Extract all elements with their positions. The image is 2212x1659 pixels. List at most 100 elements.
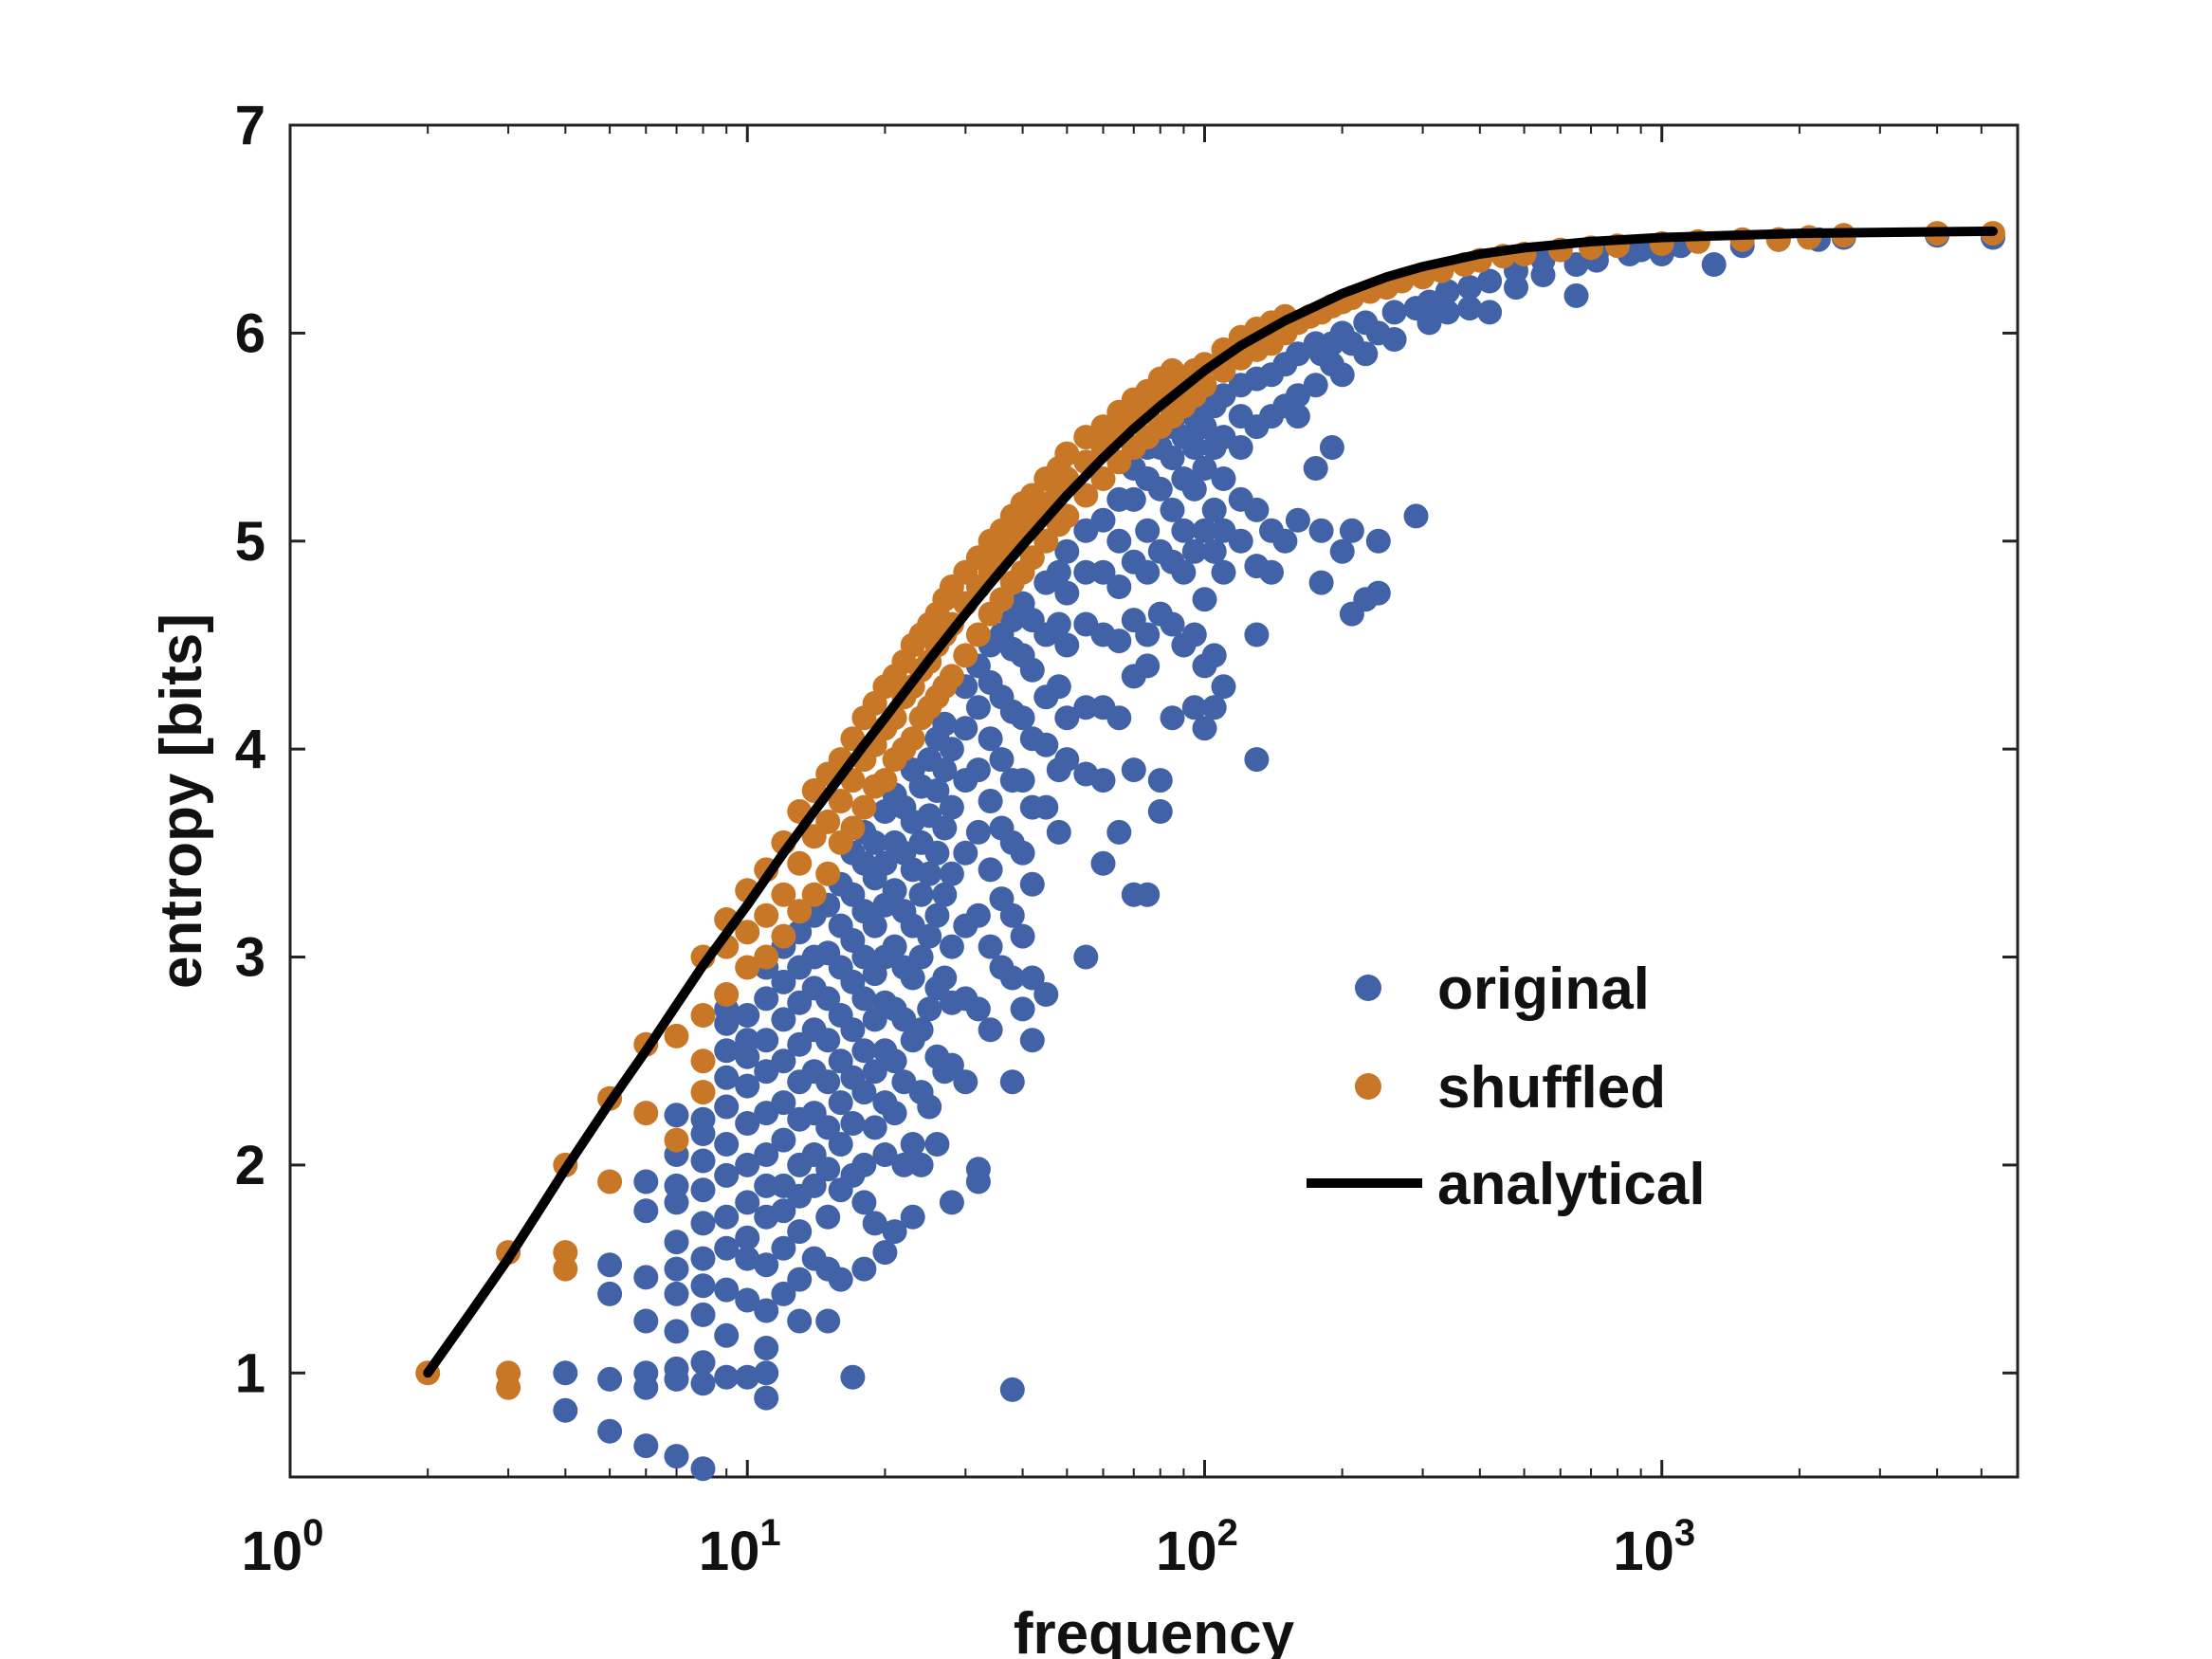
original-point	[1033, 982, 1058, 1007]
shuffled-point	[966, 623, 991, 647]
original-point	[940, 862, 964, 886]
original-point	[665, 1444, 689, 1468]
original-point	[829, 1267, 853, 1292]
original-point	[633, 1170, 658, 1194]
original-point	[978, 935, 1003, 959]
original-point	[754, 1028, 778, 1052]
original-point	[633, 1433, 658, 1458]
original-point	[1148, 768, 1173, 793]
original-point	[1171, 560, 1196, 585]
original-point	[1244, 747, 1269, 772]
original-point	[754, 1336, 778, 1360]
legend-label-original: original	[1437, 957, 1650, 1022]
original-point	[901, 1205, 925, 1230]
original-point	[665, 1103, 689, 1127]
original-point	[1477, 300, 1502, 324]
original-point	[1000, 1069, 1025, 1094]
original-point	[990, 747, 1015, 772]
original-point	[883, 1101, 907, 1125]
original-point	[1382, 300, 1407, 324]
original-point	[1702, 252, 1727, 277]
original-point	[1148, 477, 1173, 501]
shuffled-point	[771, 924, 795, 949]
original-point	[714, 1095, 739, 1120]
y-tick-label: 4	[235, 719, 265, 780]
original-point	[1148, 799, 1173, 824]
original-point	[909, 1153, 934, 1177]
original-point	[1054, 581, 1079, 606]
original-point	[754, 1386, 778, 1411]
x-tick-label-exponent: 0	[302, 1512, 323, 1554]
original-point	[978, 857, 1003, 882]
shuffled-point	[597, 1170, 622, 1194]
original-point	[735, 1226, 759, 1250]
original-point	[633, 1360, 658, 1385]
original-point	[1229, 529, 1253, 554]
shuffled-point	[754, 945, 778, 970]
y-tick-label: 1	[235, 1342, 265, 1404]
original-point	[1135, 653, 1160, 678]
original-point	[597, 1419, 622, 1444]
y-tick-label: 6	[235, 302, 265, 364]
original-point	[978, 1017, 1003, 1042]
original-point	[714, 1205, 739, 1230]
original-point	[1106, 629, 1131, 653]
original-point	[966, 996, 991, 1021]
original-point	[953, 716, 978, 740]
original-point	[1091, 508, 1116, 533]
original-point	[771, 1128, 795, 1153]
original-point	[815, 1069, 840, 1094]
original-point	[1054, 539, 1079, 564]
original-point	[1161, 498, 1185, 522]
x-tick-label-base: 10	[242, 1521, 303, 1582]
original-point	[840, 1111, 865, 1136]
legend-marker-original	[1355, 975, 1381, 1001]
x-tick-label-exponent: 2	[1217, 1512, 1238, 1554]
original-point	[1011, 924, 1035, 949]
original-point	[1000, 1377, 1025, 1402]
shuffled-point	[851, 795, 876, 820]
original-point	[714, 1163, 739, 1188]
original-point	[966, 903, 991, 928]
original-point	[714, 1132, 739, 1157]
shuffled-point	[553, 1240, 577, 1265]
original-point	[1193, 587, 1217, 611]
original-point	[787, 1219, 812, 1244]
original-point	[1106, 529, 1131, 554]
original-point	[829, 1132, 853, 1157]
original-point	[1382, 327, 1407, 352]
entropy-frequency-chart: 1234567100 101 102 103 frequency entropy [b…	[0, 0, 2212, 1659]
original-point	[1330, 362, 1355, 387]
original-point	[1212, 466, 1236, 491]
original-point	[1047, 820, 1071, 845]
original-point	[1182, 623, 1207, 647]
original-point	[1340, 519, 1364, 543]
y-tick-label: 5	[235, 511, 265, 573]
original-point	[714, 1278, 739, 1303]
original-point	[1011, 841, 1035, 866]
original-point	[665, 1174, 689, 1198]
original-point	[1135, 623, 1160, 647]
original-point	[1073, 945, 1098, 970]
original-point	[940, 935, 964, 959]
original-point	[1135, 519, 1160, 543]
original-point	[966, 820, 991, 845]
original-point	[815, 1028, 840, 1052]
original-point	[1106, 705, 1131, 730]
original-point	[691, 1177, 716, 1202]
original-point	[1212, 560, 1236, 585]
shuffled-point	[691, 1003, 716, 1028]
shuffled-point	[940, 664, 964, 688]
shuffled-point	[840, 816, 865, 841]
original-point	[1011, 996, 1035, 1021]
original-point	[1304, 456, 1328, 481]
original-point	[1161, 612, 1185, 637]
original-point	[924, 1132, 949, 1157]
original-point	[1091, 851, 1116, 876]
original-point	[953, 841, 978, 866]
shuffled-point	[665, 1024, 689, 1048]
original-point	[940, 795, 964, 820]
x-axis-label: frequency	[1014, 1601, 1295, 1659]
original-point	[691, 1273, 716, 1298]
original-point	[1054, 633, 1079, 658]
